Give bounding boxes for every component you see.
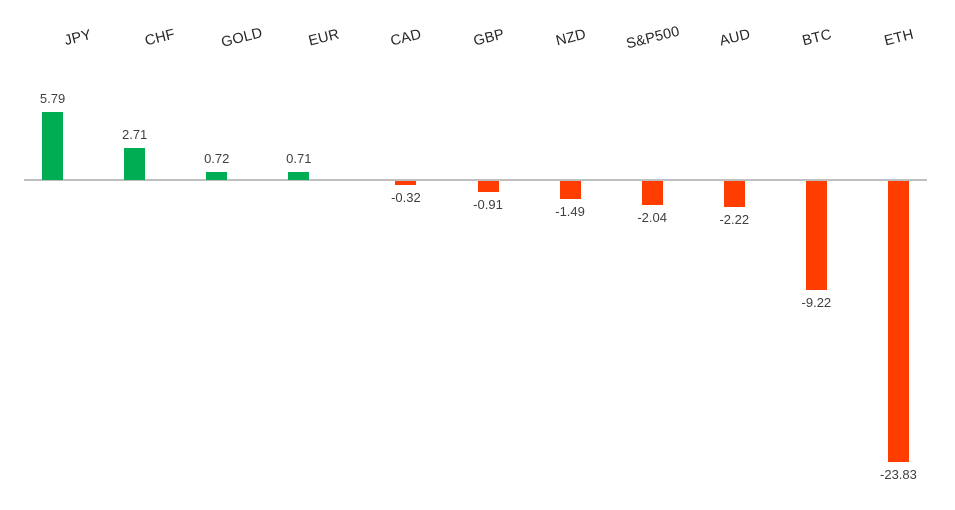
positive-bar-EUR	[288, 171, 310, 180]
value-label: 2.71	[121, 127, 148, 143]
value-label: 5.79	[39, 90, 66, 106]
value-label: -2.04	[637, 210, 667, 226]
value-label: 0.72	[204, 150, 230, 166]
positive-bar-JPY	[42, 111, 64, 180]
category-label: BTC	[800, 26, 834, 50]
category-label: GBP	[471, 26, 506, 50]
x-axis-line	[24, 179, 927, 181]
category-label: JPY	[62, 26, 94, 50]
negative-bar-ETH	[887, 181, 909, 463]
category-label: AUD	[717, 26, 752, 50]
value-label: -9.22	[801, 294, 832, 310]
category-label: S&P500	[624, 23, 682, 53]
category-label: NZD	[553, 26, 588, 50]
category-label: EUR	[307, 26, 342, 50]
negative-bar-GBP	[477, 181, 499, 192]
positive-bar-GOLD	[206, 171, 228, 180]
category-label: ETH	[882, 26, 916, 50]
value-label: -23.83	[880, 467, 917, 483]
positive-bar-CHF	[124, 148, 146, 180]
negative-bar-S&P500	[641, 181, 663, 206]
category-label: GOLD	[219, 25, 265, 51]
category-label: CHF	[143, 26, 177, 50]
category-label: CAD	[389, 26, 424, 50]
value-label: -0.91	[473, 196, 503, 212]
negative-bar-BTC	[805, 181, 827, 290]
negative-bar-NZD	[559, 181, 581, 199]
negative-bar-AUD	[723, 181, 745, 208]
value-label: -1.49	[555, 203, 585, 219]
value-label: -2.22	[719, 212, 750, 228]
negative-bar-CAD	[395, 181, 417, 185]
value-label: -0.32	[391, 189, 421, 205]
value-label: 0.71	[286, 150, 312, 166]
